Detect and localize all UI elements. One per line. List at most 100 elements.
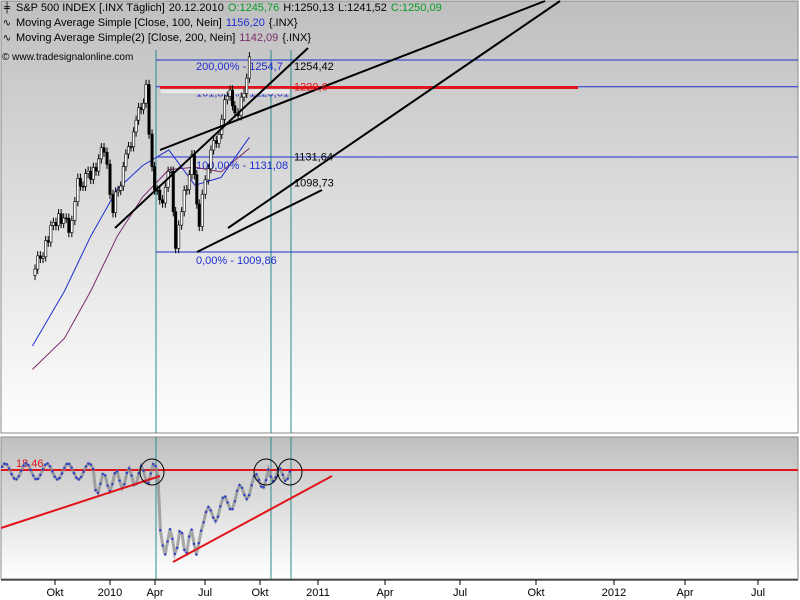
candle-body bbox=[111, 194, 115, 214]
indicator-point bbox=[72, 471, 76, 475]
candle-icon: ╪ bbox=[3, 3, 11, 14]
indicator-point bbox=[281, 473, 284, 477]
candle-body bbox=[51, 222, 55, 226]
candle-body bbox=[147, 84, 151, 135]
candle-body bbox=[180, 211, 184, 226]
indicator-point bbox=[238, 483, 241, 487]
indicator-point bbox=[166, 540, 169, 543]
indicator-point bbox=[288, 470, 292, 473]
ma100-value: 1156,20 bbox=[225, 17, 265, 29]
price-open: O:1245,76 bbox=[227, 2, 280, 14]
indicator-point bbox=[58, 476, 61, 480]
indicator-point bbox=[44, 463, 47, 466]
candle-body bbox=[182, 189, 186, 213]
indicator-point bbox=[96, 491, 100, 495]
candle-body bbox=[209, 149, 213, 170]
indicator-trend-line-2 bbox=[172, 475, 333, 563]
indicator-point bbox=[164, 553, 167, 556]
x-axis-tick-label: Okt bbox=[251, 587, 268, 599]
candle-body bbox=[137, 107, 141, 121]
candle-body bbox=[36, 255, 40, 270]
candle-body bbox=[163, 186, 167, 204]
candle-body bbox=[129, 146, 133, 148]
candle-body bbox=[108, 163, 112, 195]
indicator-point bbox=[236, 489, 239, 493]
indicator-point bbox=[125, 471, 128, 475]
indicator-point bbox=[56, 478, 59, 481]
indicator-trend-line-1 bbox=[0, 475, 161, 529]
price-label: 1254,42 bbox=[294, 61, 334, 73]
indicator-point bbox=[228, 507, 232, 511]
indicator-point bbox=[48, 465, 52, 468]
candle-body bbox=[187, 174, 191, 190]
indicator-point bbox=[60, 472, 64, 475]
candle-body bbox=[126, 146, 130, 155]
candle-body bbox=[44, 240, 48, 258]
indicator-point bbox=[75, 476, 78, 480]
trend-channel-lower-2 bbox=[227, 0, 561, 229]
candle-body bbox=[49, 225, 53, 243]
indicator-point bbox=[192, 542, 196, 546]
indicator-point bbox=[255, 473, 258, 476]
legend-row-ma200[interactable]: ∿ Moving Average Simple(2) [Close, 200, N… bbox=[2, 31, 315, 46]
indicator-point bbox=[0, 465, 4, 469]
indicator-point bbox=[12, 477, 16, 480]
legend-row-price[interactable]: ╪ S&P 500 INDEX [.INX Täglich] 20.12.2010 O… bbox=[2, 1, 446, 16]
indicator-point bbox=[284, 479, 287, 482]
indicator-point bbox=[180, 531, 184, 535]
candle-body bbox=[158, 189, 162, 201]
indicator-point bbox=[149, 472, 152, 475]
indicator-point bbox=[36, 477, 40, 481]
x-axis-tick-label: Apr bbox=[376, 587, 393, 599]
indicator-point bbox=[84, 465, 88, 468]
indicator-point bbox=[130, 474, 133, 477]
indicator-point bbox=[204, 510, 208, 514]
series-name-ma100: Moving Average Simple [Close, 100, Nein] bbox=[16, 17, 222, 29]
indicator-point bbox=[250, 484, 253, 487]
price-high: H:1250,13 bbox=[283, 2, 334, 14]
indicator-point bbox=[111, 483, 114, 486]
x-axis-tick-label: 2012 bbox=[602, 587, 626, 599]
indicator-point bbox=[51, 470, 54, 473]
indicator-point bbox=[15, 478, 18, 481]
x-axis-tick-label: Jul bbox=[453, 587, 467, 599]
candle-body bbox=[134, 119, 138, 133]
candle-body bbox=[177, 224, 181, 249]
indicator-point bbox=[101, 472, 105, 476]
indicator-point bbox=[200, 529, 203, 532]
ma200-line bbox=[32, 147, 250, 370]
indicator-point bbox=[65, 462, 69, 466]
indicator-point bbox=[70, 466, 73, 469]
fib-level-label: 200,00% - 1254,7 bbox=[196, 61, 283, 73]
ma100-suffix: {.INX} bbox=[268, 17, 298, 29]
candle-body bbox=[62, 217, 66, 224]
indicator-point bbox=[202, 521, 205, 524]
candle-body bbox=[76, 177, 80, 202]
indicator-point bbox=[77, 478, 81, 481]
indicator-point bbox=[176, 546, 179, 550]
indicator-point bbox=[159, 528, 162, 532]
candle-body bbox=[105, 151, 109, 165]
indicator-point bbox=[89, 463, 93, 466]
candle-body bbox=[200, 193, 204, 227]
indicator-point bbox=[267, 468, 270, 471]
copyright-notice: © www.tradesignalonline.com bbox=[2, 52, 134, 63]
indicator-point bbox=[118, 479, 121, 482]
indicator-point bbox=[207, 506, 210, 509]
indicator-point bbox=[231, 507, 234, 511]
indicator-point bbox=[168, 527, 172, 531]
candle-body bbox=[102, 147, 106, 153]
indicator-point bbox=[41, 468, 44, 471]
legend-row-ma100[interactable]: ∿ Moving Average Simple [Close, 100, Nein… bbox=[2, 16, 302, 31]
candle-body bbox=[33, 268, 37, 276]
candle-body bbox=[212, 140, 216, 151]
x-axis-tick-label: Jul bbox=[198, 587, 212, 599]
series-name-price: S&P 500 INDEX [.INX Täglich] bbox=[16, 2, 165, 14]
indicator-point bbox=[197, 541, 200, 545]
x-axis-tick-label: Apr bbox=[676, 587, 693, 599]
indicator-point bbox=[262, 486, 265, 489]
candle-body bbox=[46, 240, 50, 243]
indicator-point bbox=[173, 552, 176, 556]
indicator-panel-background bbox=[0, 436, 799, 580]
